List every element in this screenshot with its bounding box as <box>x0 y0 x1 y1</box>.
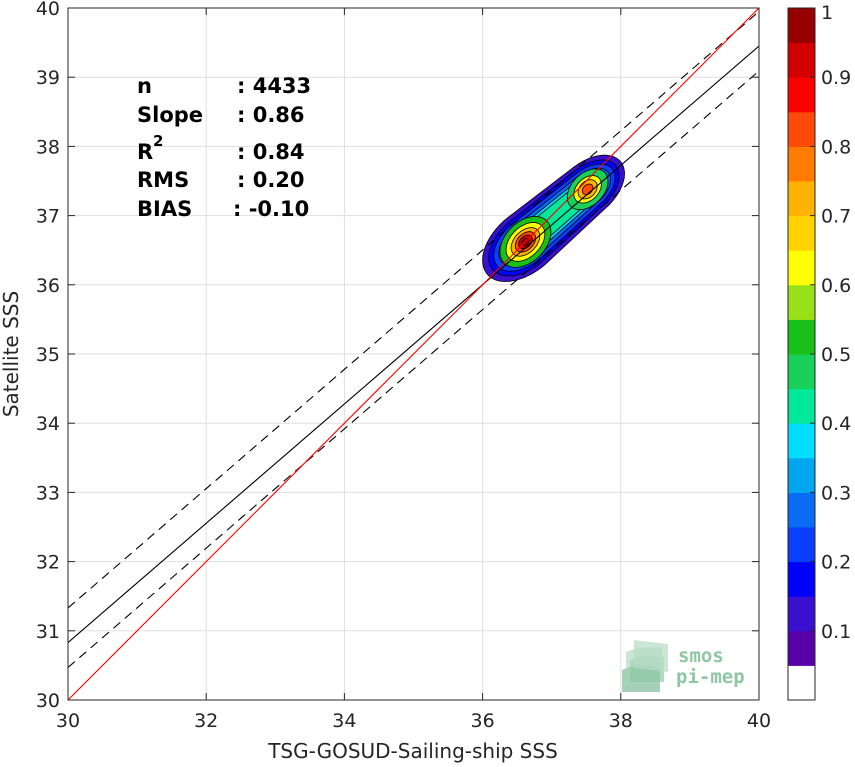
identity-line <box>68 8 759 700</box>
y-tick-label-9: 39 <box>36 67 60 89</box>
colorbar-segment-4 <box>788 527 815 563</box>
x-tick-label-5: 40 <box>747 710 771 732</box>
stat-label-r2-superscript: 2 <box>153 132 163 150</box>
y-tick-label-4: 34 <box>36 413 60 435</box>
stat-label-r2: R <box>137 140 153 164</box>
colorbar-tick-label-2: 0.3 <box>821 482 851 504</box>
x-tick-label-1: 32 <box>194 710 218 732</box>
y-tick-label-7: 37 <box>36 206 60 228</box>
colorbar-segment-16 <box>788 111 815 147</box>
colorbar-segment-15 <box>788 146 815 182</box>
colorbar-segment-17 <box>788 77 815 113</box>
x-axis-ticks: 30 32 34 36 38 40 <box>56 8 771 732</box>
stat-value-n: : 4433 <box>237 74 311 98</box>
colorbar-segment-11 <box>788 284 815 320</box>
stat-value-bias: : -0.10 <box>233 197 309 221</box>
stat-label-bias: BIAS <box>137 197 192 221</box>
colorbar-tick-label-6: 0.7 <box>821 206 851 228</box>
colorbar-tick-label-0: 0.1 <box>821 621 851 643</box>
colorbar-segment-0 <box>788 665 815 701</box>
y-tick-label-3: 33 <box>36 482 60 504</box>
colorbar-segment-7 <box>788 423 815 459</box>
x-tick-label-0: 30 <box>56 710 80 732</box>
logo-text-smos: smos <box>678 645 724 667</box>
logo-text-pi-mep: pi-mep <box>676 666 745 688</box>
stat-value-r2: : 0.84 <box>237 140 305 164</box>
lower-bound-line <box>68 70 759 668</box>
y-tick-label-2: 32 <box>36 552 60 574</box>
y-tick-label-0: 30 <box>36 690 60 712</box>
x-axis-label: TSG-GOSUD-Sailing-ship SSS <box>267 739 558 763</box>
reference-lines <box>68 8 759 700</box>
colorbar-segment-1 <box>788 630 815 666</box>
colorbar-segment-19 <box>788 8 815 44</box>
stats-box: n : 4433 Slope : 0.86 R 2 : 0.84 RMS : 0… <box>137 74 311 221</box>
y-tick-label-5: 35 <box>36 344 60 366</box>
stat-label-slope: Slope <box>137 103 203 127</box>
y-tick-label-1: 31 <box>36 621 60 643</box>
y-tick-label-8: 38 <box>36 136 60 158</box>
colorbar-segment-12 <box>788 250 815 286</box>
colorbar-segment-9 <box>788 354 815 390</box>
y-axis-label: Satellite SSS <box>0 291 23 417</box>
stat-value-rms: : 0.20 <box>237 168 305 192</box>
colorbar-segment-5 <box>788 492 815 528</box>
logo-wave-icon <box>622 640 668 692</box>
x-tick-label-2: 34 <box>332 710 356 732</box>
colorbar-tick-label-4: 0.5 <box>821 344 851 366</box>
upper-bound-line <box>68 11 759 609</box>
regression-line <box>68 45 759 643</box>
colorbar-tick-label-1: 0.2 <box>821 552 851 574</box>
colorbar <box>788 8 815 701</box>
colorbar-segment-14 <box>788 181 815 217</box>
colorbar-ticks: 0.1 0.2 0.3 0.4 0.5 0.6 0.7 0.8 0.9 1 <box>810 2 851 643</box>
x-tick-label-3: 36 <box>471 710 495 732</box>
colorbar-segment-10 <box>788 319 815 355</box>
y-tick-label-6: 36 <box>36 275 60 297</box>
colorbar-segment-13 <box>788 215 815 251</box>
colorbar-segment-8 <box>788 388 815 424</box>
colorbar-tick-label-3: 0.4 <box>821 413 851 435</box>
colorbar-segment-18 <box>788 42 815 78</box>
colorbar-segment-6 <box>788 457 815 493</box>
x-tick-label-4: 38 <box>609 710 633 732</box>
colorbar-tick-label-7: 0.8 <box>821 136 851 158</box>
colorbar-tick-label-8: 0.9 <box>821 67 851 89</box>
y-tick-label-10: 40 <box>36 0 60 20</box>
stat-label-rms: RMS <box>137 168 189 192</box>
y-axis-ticks: 30 31 32 33 34 35 36 37 38 39 40 <box>36 0 759 712</box>
stat-label-n: n <box>137 74 152 98</box>
grid <box>67 7 760 701</box>
colorbar-tick-label-5: 0.6 <box>821 275 851 297</box>
colorbar-tick-label-9: 1 <box>821 2 833 24</box>
colorbar-segment-3 <box>788 561 815 597</box>
stat-value-slope: : 0.86 <box>237 103 305 127</box>
density-contours <box>482 154 625 282</box>
smos-pi-mep-logo: smos pi-mep <box>622 640 745 692</box>
colorbar-segment-2 <box>788 596 815 632</box>
